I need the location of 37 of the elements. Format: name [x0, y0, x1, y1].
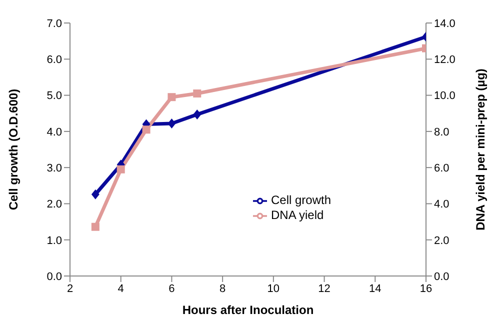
y-tick-label: 4.0 — [46, 126, 62, 138]
y-tick-label: 7.0 — [46, 18, 62, 30]
y-axis-title: Cell growth (O.D.600) — [6, 88, 20, 210]
point — [116, 165, 125, 174]
x-tick-label: 8 — [220, 282, 226, 295]
y2-tick-label: 0.0 — [434, 270, 450, 283]
y-tick-label: 3.0 — [46, 162, 62, 174]
x-tick-label: 14 — [369, 282, 382, 295]
y2-tick-label: 4.0 — [434, 198, 450, 211]
y-tick-label: 0.0 — [46, 270, 62, 283]
x-tick-label: 10 — [267, 282, 280, 295]
x-tick-label: 12 — [318, 282, 330, 295]
point — [193, 109, 202, 120]
y2-tick-label: 2.0 — [434, 234, 450, 247]
x-tick-label: 2 — [66, 282, 74, 295]
point — [168, 118, 176, 128]
x-tick-label: 4 — [118, 282, 124, 295]
y2-tick-label: 12.0 — [434, 54, 456, 66]
point — [91, 189, 100, 200]
y-tick-label: 6.0 — [46, 54, 62, 66]
x-tick-label: 6 — [168, 282, 175, 295]
x-tick-label: 16 — [420, 282, 432, 295]
y2-tick-label: 14.0 — [434, 18, 456, 30]
y2-tick-label: 6.0 — [434, 162, 450, 174]
point — [142, 126, 150, 134]
y-tick-label: 1.0 — [46, 234, 62, 247]
y-tick-label: 5.0 — [46, 90, 62, 102]
y2-tick-label: 8.0 — [434, 126, 450, 138]
point — [168, 93, 176, 102]
legend-label: Cell growth — [271, 193, 332, 207]
point — [91, 222, 100, 231]
y-tick-label: 2.0 — [46, 198, 62, 211]
point — [193, 89, 202, 98]
x-axis-title: Hours after Inoculation — [182, 303, 314, 317]
y2-tick-label: 10.0 — [434, 90, 456, 102]
legend-label: DNA yield — [271, 208, 324, 222]
y2-axis-title: DNA yield per mini-prep (µg) — [473, 68, 488, 230]
